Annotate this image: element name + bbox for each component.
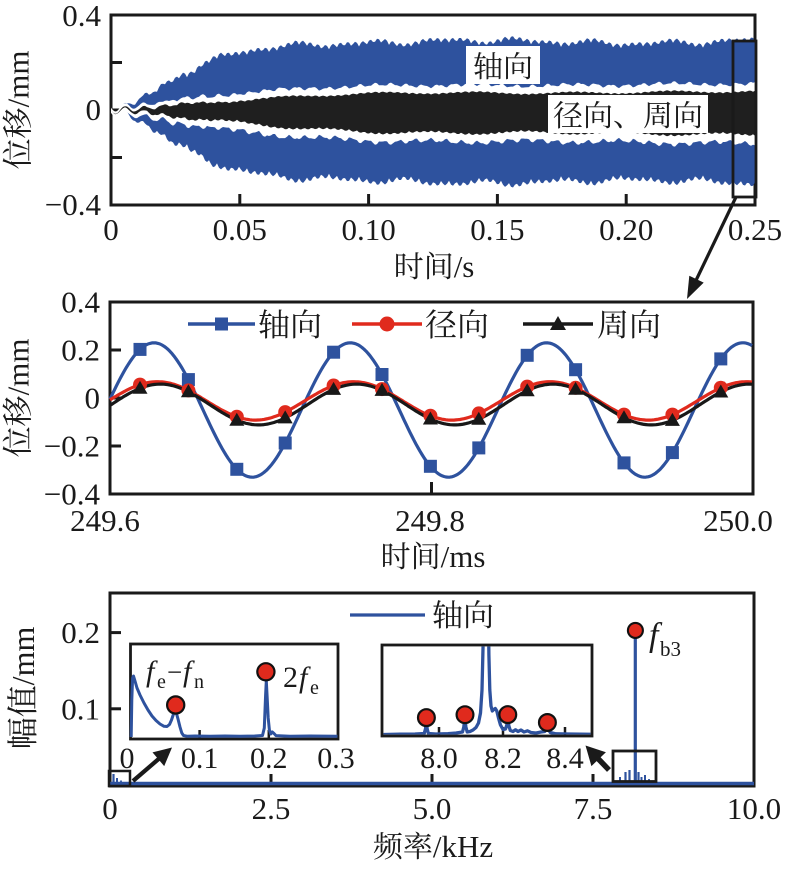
svg-text:249.8: 249.8 [395,503,465,538]
svg-text:−0.4: −0.4 [44,477,101,512]
svg-text:0: 0 [86,92,102,127]
svg-text:e: e [310,677,319,699]
svg-text:0.1: 0.1 [61,691,100,726]
svg-text:e: e [157,671,166,693]
svg-text:0.25: 0.25 [728,212,782,247]
svg-text:0.4: 0.4 [61,285,100,320]
svg-text:/kHz: /kHz [433,829,493,864]
svg-text:8.2: 8.2 [484,742,522,775]
svg-text:/mm: /mm [1,51,36,108]
svg-text:2: 2 [283,661,298,694]
svg-text:/mm: /mm [1,339,36,396]
svg-text:0.10: 0.10 [341,212,395,247]
svg-text:0.3: 0.3 [317,742,355,775]
svg-text:−: − [167,657,182,687]
svg-text:/s: /s [454,249,475,284]
svg-text:n: n [194,671,204,693]
svg-text:10.0: 10.0 [727,791,781,826]
svg-text:7.5: 7.5 [574,791,613,826]
svg-text:8.0: 8.0 [420,742,458,775]
svg-text:/mm: /mm [5,627,41,686]
svg-text:0.20: 0.20 [599,212,653,247]
svg-text:−0.4: −0.4 [45,187,102,222]
svg-text:0: 0 [102,791,118,826]
svg-text:0.4: 0.4 [62,0,101,33]
svg-text:8.4: 8.4 [546,742,584,775]
svg-text:249.6: 249.6 [70,503,140,538]
svg-text:250.0: 250.0 [703,503,773,538]
svg-text:2.5: 2.5 [252,791,291,826]
svg-text:0.2: 0.2 [61,333,100,368]
svg-text:0: 0 [103,212,119,247]
svg-text:0: 0 [85,381,101,416]
svg-text:5.0: 5.0 [413,791,452,826]
svg-text:b3: b3 [660,637,681,661]
svg-text:0.05: 0.05 [213,212,267,247]
svg-text:/ms: /ms [441,539,486,574]
svg-text:0.1: 0.1 [181,742,219,775]
svg-text:0: 0 [120,742,135,775]
svg-text:−0.2: −0.2 [44,429,100,464]
svg-text:0.15: 0.15 [470,212,524,247]
svg-text:0.2: 0.2 [61,615,100,650]
svg-text:0.2: 0.2 [250,742,288,775]
